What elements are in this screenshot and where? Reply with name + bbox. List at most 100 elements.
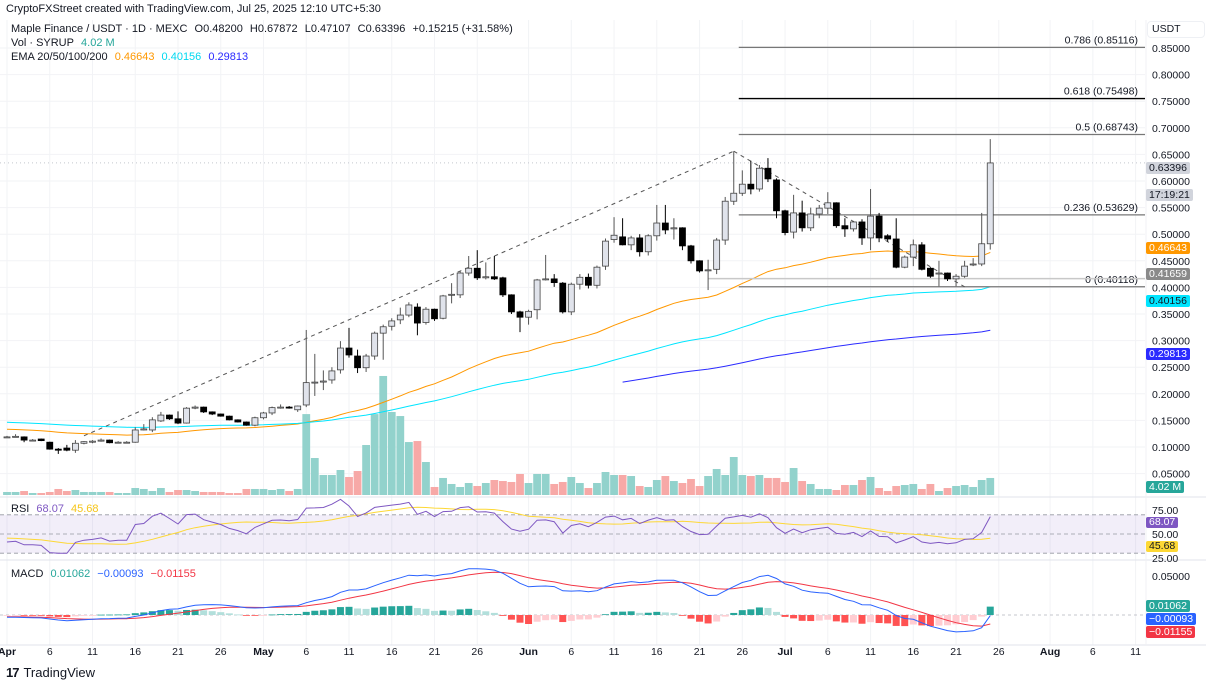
tradingview-logo-text: TradingView bbox=[23, 665, 96, 680]
rsi-legend[interactable]: RSI 68.07 45.68 bbox=[11, 503, 103, 516]
volume-bar bbox=[823, 488, 832, 495]
macd-histogram-bar bbox=[71, 615, 79, 617]
candle-down bbox=[798, 212, 806, 229]
volume-bar bbox=[328, 475, 336, 495]
volume-bar bbox=[926, 483, 935, 495]
volume-bar bbox=[704, 476, 712, 495]
volume-bar bbox=[584, 488, 593, 495]
candle-down bbox=[217, 413, 225, 417]
macd-signal-line bbox=[6, 571, 991, 627]
candle-down bbox=[225, 415, 233, 421]
axes[interactable]: 0.85000 0.80000 0.75000 0.70000 0.65000 0.600… bbox=[0, 43, 1206, 664]
candle-up bbox=[824, 202, 832, 209]
volume-label: Vol · SYRUP bbox=[11, 37, 74, 49]
macd-hist-value: 0.01062 bbox=[50, 568, 91, 580]
macd-legend[interactable]: MACD 0.01062 −0.00093 −0.01155 bbox=[11, 568, 200, 581]
macd-histogram-bar bbox=[721, 615, 729, 617]
candle-up bbox=[542, 278, 550, 281]
macd-histogram-bar bbox=[200, 610, 208, 615]
time-axis-tick: Aug bbox=[1040, 646, 1060, 658]
candle-up bbox=[576, 276, 584, 285]
candle-up bbox=[935, 272, 943, 275]
volume-bar bbox=[293, 488, 302, 495]
macd-line bbox=[6, 568, 991, 633]
time-axis-tick: 26 bbox=[736, 646, 748, 658]
volume-bar bbox=[712, 468, 721, 495]
volume-bar bbox=[798, 481, 807, 495]
candle-up bbox=[756, 167, 763, 190]
tradingview-logo-icon: 17 bbox=[6, 665, 20, 680]
symbol-name[interactable]: Maple Finance / USDT · 1D · MEXC bbox=[11, 23, 188, 35]
time-axis-tick: 21 bbox=[172, 646, 184, 658]
macd-histogram-bar bbox=[490, 612, 498, 615]
candle-down bbox=[20, 436, 28, 441]
price-axis-tick: 0.15000 bbox=[1152, 415, 1190, 427]
time-axis-tick: 11 bbox=[1130, 646, 1141, 658]
volume-value: 4.02 M bbox=[81, 37, 115, 49]
rsi-axis-tick: 25.00 bbox=[1152, 553, 1178, 565]
macd-histogram-bar bbox=[755, 607, 763, 615]
macd-histogram-bar bbox=[678, 615, 686, 616]
fib-level-label: 0.236 (0.53629) bbox=[1064, 202, 1138, 214]
macd-histogram-bar bbox=[926, 615, 934, 627]
candle-down bbox=[508, 294, 515, 313]
ema-value-3: 0.29813 bbox=[208, 51, 249, 63]
volume-legend[interactable]: Vol · SYRUP 4.02 M bbox=[11, 37, 119, 50]
candle-up bbox=[362, 355, 370, 369]
ohlc-high: H0.67872 bbox=[249, 23, 298, 35]
ema-label: EMA 20/50/100/200 bbox=[11, 51, 108, 63]
macd-histogram-bar bbox=[388, 606, 396, 615]
volume-bar bbox=[439, 477, 447, 495]
volume-bar bbox=[575, 483, 584, 495]
currency-label[interactable]: USDT bbox=[1147, 21, 1205, 38]
candle-up bbox=[260, 412, 267, 419]
volume-bar bbox=[447, 483, 456, 495]
macd-histogram-bar bbox=[713, 615, 721, 622]
tradingview-logo[interactable]: 17 TradingView bbox=[6, 665, 95, 680]
macd-histogram-bar bbox=[815, 615, 823, 621]
macd-histogram-bar bbox=[918, 615, 926, 626]
volume-bar bbox=[481, 483, 490, 495]
candle-up bbox=[12, 435, 19, 438]
candle-down bbox=[37, 438, 45, 442]
macd-histogram-bar bbox=[114, 614, 122, 616]
volume-bar bbox=[97, 491, 105, 495]
macd-histogram-bar bbox=[670, 612, 678, 615]
macd-histogram-bar bbox=[602, 614, 609, 616]
volume-bar bbox=[45, 491, 54, 495]
macd-axis-label: −0.01155 bbox=[1146, 626, 1196, 638]
macd-histogram-bar bbox=[319, 610, 327, 615]
macd-histogram-bar bbox=[328, 609, 336, 615]
candle-up bbox=[952, 275, 960, 280]
volume-bar bbox=[88, 491, 97, 495]
candle-down bbox=[781, 210, 789, 234]
volume-bar bbox=[832, 490, 841, 495]
fib-level-label: 0.5 (0.68743) bbox=[1076, 121, 1138, 133]
volume-bar bbox=[917, 488, 926, 495]
rsi-ma-axis-label: 45.68 bbox=[1146, 540, 1179, 552]
candle-up bbox=[97, 439, 105, 442]
price-chart[interactable]: 0.786 (0.85116) 0.618 (0.75498) 0.5 (0.687… bbox=[0, 0, 1206, 665]
ema-legend[interactable]: EMA 20/50/100/200 0.46643 0.40156 0.2981… bbox=[11, 51, 252, 64]
candle-up bbox=[277, 406, 285, 409]
macd-axis-label: −0.00093 bbox=[1146, 613, 1197, 625]
volume-bar bbox=[310, 458, 319, 495]
volume-bar bbox=[601, 471, 610, 495]
price-axis-tick: 0.85000 bbox=[1152, 43, 1190, 55]
fib-level-label: 0.618 (0.75498) bbox=[1064, 86, 1138, 98]
time-axis-tick: 21 bbox=[950, 646, 962, 658]
macd-histogram-bar bbox=[593, 615, 601, 618]
macd-histogram-bar bbox=[832, 615, 840, 622]
candle-down bbox=[841, 225, 849, 230]
candle-up bbox=[388, 320, 396, 327]
candle-up bbox=[157, 414, 165, 422]
macd-histogram-bar bbox=[661, 612, 669, 615]
volume-bar bbox=[644, 486, 653, 495]
candle-down bbox=[892, 238, 900, 268]
candle-down bbox=[559, 282, 567, 313]
candle-up bbox=[465, 267, 473, 274]
macd-histogram-bar bbox=[242, 615, 250, 616]
candle-down bbox=[63, 447, 71, 451]
drawings[interactable]: 0.786 (0.85116) 0.618 (0.75498) 0.5 (0.687… bbox=[0, 34, 1145, 437]
time-axis-tick: May bbox=[253, 646, 274, 658]
